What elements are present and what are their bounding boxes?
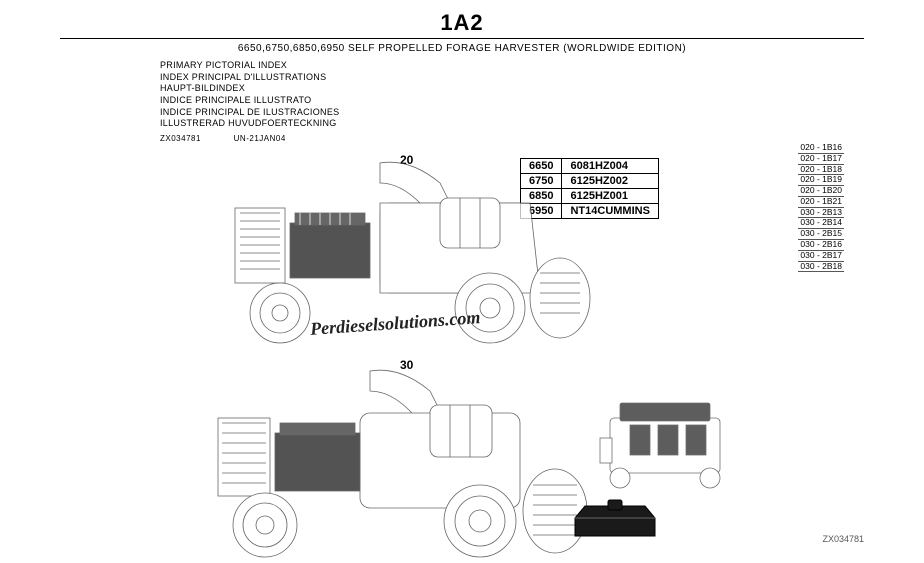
subtitle: 6650,6750,6850,6950 SELF PROPELLED FORAG… bbox=[60, 43, 864, 54]
header-rule bbox=[60, 38, 864, 39]
harvester-diagram-2 bbox=[160, 363, 600, 563]
index-line: PRIMARY PICTORIAL INDEX bbox=[160, 60, 864, 72]
zx-code: ZX034781 bbox=[160, 134, 201, 143]
reference-list: 020 - 1B16 020 - 1B17 020 - 1B18 020 - 1… bbox=[798, 143, 844, 272]
valve-cover-icon bbox=[570, 498, 660, 543]
ref-row: 030 - 2B17 bbox=[798, 251, 844, 262]
ref-row: 030 - 2B18 bbox=[798, 262, 844, 273]
page-number: 1A2 bbox=[60, 10, 864, 36]
footer-code: ZX034781 bbox=[822, 534, 864, 544]
index-line: INDICE PRINCIPALE ILLUSTRATO bbox=[160, 95, 864, 107]
index-line: ILLUSTRERAD HUVUDFOERTECKNING bbox=[160, 118, 864, 130]
zx-date: UN-21JAN04 bbox=[234, 134, 286, 143]
zx-line: ZX034781 UN-21JAN04 bbox=[160, 134, 864, 143]
page-container: 1A2 6650,6750,6850,6950 SELF PROPELLED F… bbox=[0, 0, 924, 549]
index-line: INDICE PRINCIPAL DE ILUSTRACIONES bbox=[160, 107, 864, 119]
diagram-container: 20 30 6650 6081HZ004 6750 6125HZ002 6850… bbox=[60, 143, 864, 563]
engine-assembly-icon bbox=[590, 383, 740, 493]
index-line: HAUPT-BILDINDEX bbox=[160, 83, 864, 95]
index-line: INDEX PRINCIPAL D'ILLUSTRATIONS bbox=[160, 72, 864, 84]
index-titles: PRIMARY PICTORIAL INDEX INDEX PRINCIPAL … bbox=[160, 60, 864, 130]
